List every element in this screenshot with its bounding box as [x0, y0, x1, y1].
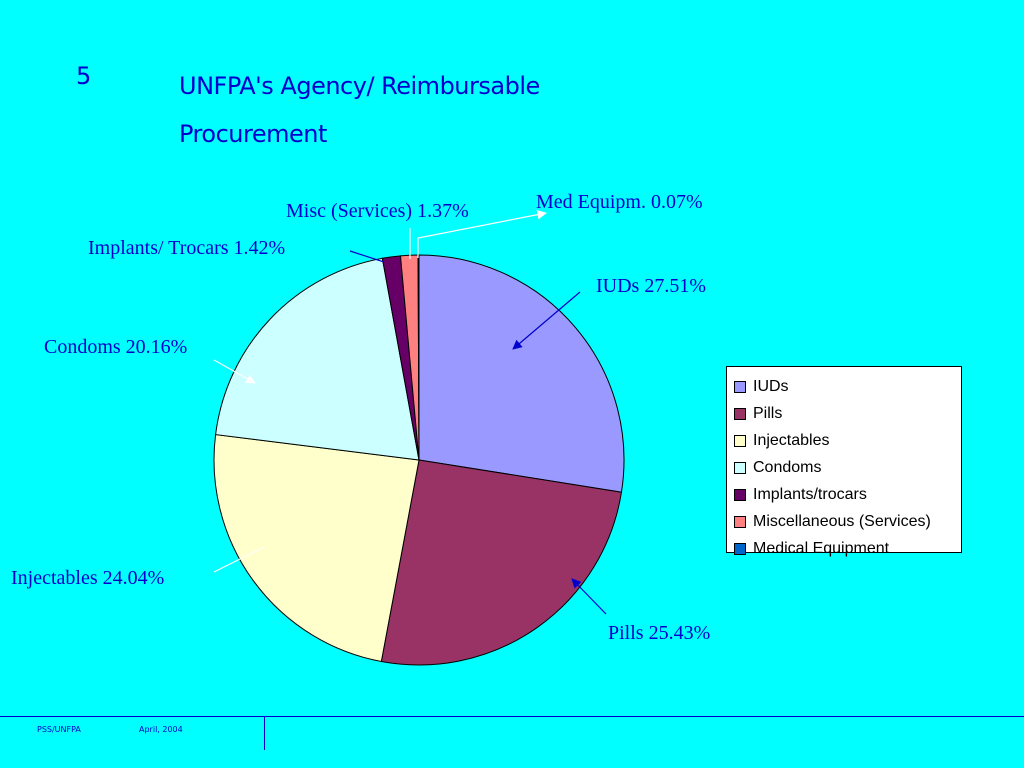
legend-item-medical-equipment: Medical Equipment — [727, 535, 961, 562]
slice-labels: IUDs 27.51% Pills 25.43% Injectables 24.04… — [11, 191, 710, 644]
legend-label: IUDs — [753, 377, 789, 395]
leader-line-injectables — [213, 546, 265, 573]
legend-swatch — [734, 380, 746, 393]
legend-swatch — [734, 542, 746, 555]
pie-slice-pills — [380, 459, 623, 666]
legend-label: Pills — [753, 404, 783, 422]
slice-label-pills: Pills 25.43% — [608, 622, 710, 644]
legend-item-condoms: Condoms — [727, 454, 961, 481]
leader-line-implants-trocars — [349, 250, 385, 263]
legend-item-iuds: IUDs — [727, 373, 961, 400]
legend-swatch — [734, 515, 746, 528]
slice-label-condoms: Condoms 20.16% — [44, 336, 187, 358]
legend-swatch — [734, 434, 746, 447]
legend-item-miscellaneous-services: Miscellaneous (Services) — [727, 508, 961, 535]
pie-slice-iuds — [418, 254, 625, 493]
slice-label-miscellaneous-services: Misc (Services) 1.37% — [286, 200, 469, 222]
chart-legend: IUDs Pills Injectables Condoms Implants/troc… — [726, 366, 962, 557]
pie-slices — [213, 254, 625, 666]
legend-label: Condoms — [753, 458, 822, 476]
slice-label-medical-equipment: Med Equipm. 0.07% — [536, 191, 703, 213]
leader-line-medical-equipment — [417, 209, 547, 258]
footer-date: April, 2004 — [139, 725, 183, 734]
legend-item-pills: Pills — [727, 400, 961, 427]
legend-label: Injectables — [753, 431, 830, 449]
legend-item-implants-trocars: Implants/trocars — [727, 481, 961, 508]
legend-label: Medical Equipment — [753, 539, 890, 557]
leader-line-condoms — [213, 359, 256, 384]
slide-title: UNFPA's Agency/ Reimbursable Procurement — [179, 72, 540, 148]
legend-swatch — [734, 407, 746, 420]
slice-label-iuds: IUDs 27.51% — [596, 275, 706, 297]
slice-label-implants-trocars: Implants/ Trocars 1.42% — [88, 237, 285, 259]
pie-slice-injectables — [213, 434, 420, 663]
legend-swatch — [734, 488, 746, 501]
label-leaders — [213, 209, 607, 615]
leader-line-iuds — [512, 291, 581, 350]
pie-slice-condoms — [215, 257, 420, 461]
slide-number: 5 — [76, 62, 92, 90]
footer-org: PSS/UNFPA — [37, 725, 81, 734]
leader-line-pills — [571, 578, 607, 615]
legend-label: Implants/trocars — [753, 485, 867, 503]
legend-label: Miscellaneous (Services) — [753, 512, 931, 530]
legend-item-injectables: Injectables — [727, 427, 961, 454]
legend-swatch — [734, 461, 746, 474]
footer-rule — [0, 716, 1024, 717]
slice-label-injectables: Injectables 24.04% — [11, 567, 164, 589]
footer-divider — [264, 716, 265, 750]
